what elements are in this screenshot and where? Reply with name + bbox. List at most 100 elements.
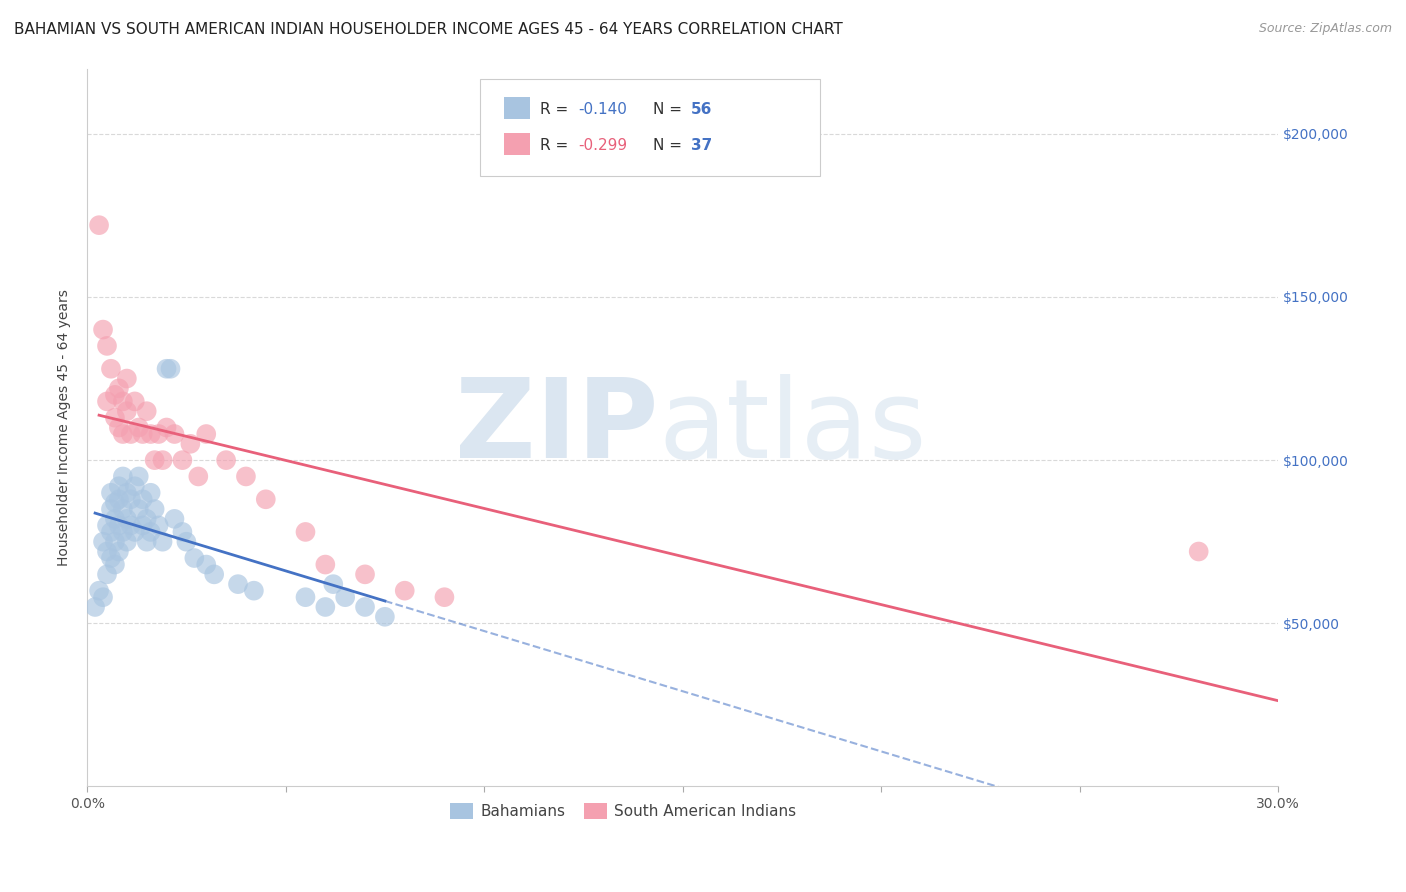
- Point: [135, 404, 157, 418]
- Text: N =: N =: [652, 138, 686, 153]
- Point: [155, 420, 177, 434]
- Point: [91, 323, 114, 337]
- Point: [104, 495, 127, 509]
- Point: [100, 524, 122, 539]
- Point: [155, 361, 177, 376]
- Text: atlas: atlas: [659, 374, 928, 481]
- Point: [111, 524, 134, 539]
- Point: [335, 591, 357, 605]
- Point: [108, 492, 131, 507]
- Text: R =: R =: [540, 138, 572, 153]
- Text: 37: 37: [690, 138, 713, 153]
- Point: [374, 609, 396, 624]
- Point: [108, 518, 131, 533]
- Point: [120, 492, 142, 507]
- Text: R =: R =: [540, 102, 572, 117]
- FancyBboxPatch shape: [503, 133, 530, 154]
- Point: [159, 361, 181, 376]
- Point: [128, 420, 150, 434]
- Point: [104, 534, 127, 549]
- Point: [243, 583, 266, 598]
- Text: N =: N =: [652, 102, 686, 117]
- Point: [87, 583, 110, 598]
- FancyBboxPatch shape: [503, 96, 530, 119]
- Point: [120, 427, 142, 442]
- Point: [108, 544, 131, 558]
- Point: [120, 518, 142, 533]
- Legend: Bahamians, South American Indians: Bahamians, South American Indians: [444, 797, 803, 825]
- Point: [433, 591, 456, 605]
- Point: [111, 502, 134, 516]
- Point: [115, 512, 138, 526]
- Point: [394, 583, 416, 598]
- Point: [108, 420, 131, 434]
- Point: [111, 469, 134, 483]
- Text: ZIP: ZIP: [456, 374, 659, 481]
- Point: [91, 591, 114, 605]
- Point: [96, 567, 118, 582]
- Text: Source: ZipAtlas.com: Source: ZipAtlas.com: [1258, 22, 1392, 36]
- Point: [148, 427, 170, 442]
- Text: -0.140: -0.140: [578, 102, 627, 117]
- Point: [143, 453, 166, 467]
- Point: [163, 512, 186, 526]
- Point: [179, 437, 201, 451]
- Point: [104, 512, 127, 526]
- Point: [172, 453, 194, 467]
- Point: [100, 502, 122, 516]
- Point: [152, 534, 174, 549]
- Point: [235, 469, 257, 483]
- Point: [139, 427, 162, 442]
- Point: [135, 534, 157, 549]
- Point: [124, 524, 146, 539]
- FancyBboxPatch shape: [481, 79, 820, 177]
- Point: [108, 479, 131, 493]
- Point: [294, 524, 316, 539]
- Point: [87, 218, 110, 232]
- Point: [183, 551, 205, 566]
- Y-axis label: Householder Income Ages 45 - 64 years: Householder Income Ages 45 - 64 years: [58, 289, 72, 566]
- Point: [187, 469, 209, 483]
- Point: [139, 524, 162, 539]
- Point: [115, 485, 138, 500]
- Point: [132, 492, 155, 507]
- Point: [100, 361, 122, 376]
- Point: [132, 518, 155, 533]
- Point: [354, 599, 377, 614]
- Text: 56: 56: [690, 102, 713, 117]
- Point: [104, 558, 127, 572]
- Point: [314, 558, 336, 572]
- Point: [322, 577, 344, 591]
- Point: [104, 388, 127, 402]
- Point: [163, 427, 186, 442]
- Point: [100, 485, 122, 500]
- Point: [128, 502, 150, 516]
- Point: [148, 518, 170, 533]
- Point: [195, 427, 218, 442]
- Point: [152, 453, 174, 467]
- Point: [111, 394, 134, 409]
- Point: [254, 492, 277, 507]
- Point: [91, 534, 114, 549]
- Point: [143, 502, 166, 516]
- Point: [314, 599, 336, 614]
- Point: [96, 518, 118, 533]
- Text: BAHAMIAN VS SOUTH AMERICAN INDIAN HOUSEHOLDER INCOME AGES 45 - 64 YEARS CORRELAT: BAHAMIAN VS SOUTH AMERICAN INDIAN HOUSEH…: [14, 22, 842, 37]
- Point: [111, 427, 134, 442]
- Point: [1188, 544, 1211, 558]
- Point: [135, 512, 157, 526]
- Point: [176, 534, 198, 549]
- Point: [115, 371, 138, 385]
- Point: [124, 479, 146, 493]
- Point: [195, 558, 218, 572]
- Point: [96, 339, 118, 353]
- Point: [115, 534, 138, 549]
- Point: [202, 567, 225, 582]
- Point: [104, 410, 127, 425]
- Point: [108, 381, 131, 395]
- Point: [172, 524, 194, 539]
- Point: [115, 404, 138, 418]
- Point: [124, 394, 146, 409]
- Point: [226, 577, 249, 591]
- Point: [84, 599, 107, 614]
